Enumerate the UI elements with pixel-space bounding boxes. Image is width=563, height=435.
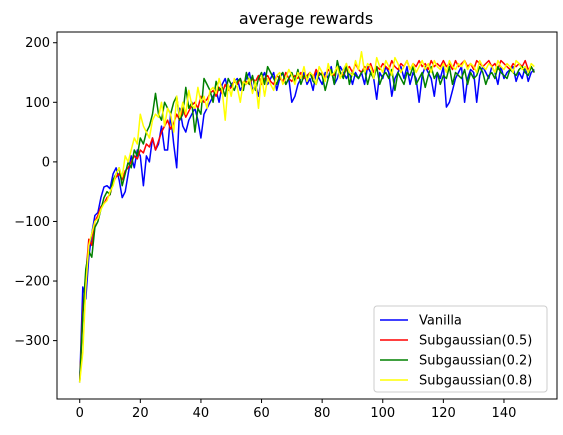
x-axis: 0 20 40 60 80 100 120 140 — [76, 399, 517, 421]
x-tick-label: 100 — [370, 406, 395, 421]
y-tick-label: −200 — [14, 275, 50, 290]
x-tick-label: 20 — [132, 406, 149, 421]
y-tick-label: 0 — [42, 155, 50, 170]
series-line-3 — [78, 50, 535, 383]
x-tick-label: 60 — [253, 406, 270, 421]
legend-label-3: Subgaussian(0.8) — [419, 374, 532, 389]
y-axis: −300 −200 −100 0 100 200 — [14, 36, 57, 349]
y-tick-label: −300 — [14, 334, 50, 349]
y-tick-label: 200 — [25, 36, 50, 51]
series-line-1 — [78, 59, 535, 383]
legend: Vanilla Subgaussian(0.5) Subgaussian(0.2) S… — [373, 305, 548, 393]
legend-label-2: Subgaussian(0.2) — [419, 354, 532, 369]
y-tick-label: 100 — [25, 96, 50, 111]
chart-title: average rewards — [239, 9, 373, 28]
legend-label-0: Vanilla — [419, 314, 462, 329]
x-tick-label: 40 — [193, 406, 210, 421]
x-tick-label: 80 — [314, 406, 331, 421]
x-tick-label: 120 — [431, 406, 456, 421]
x-tick-label: 0 — [76, 406, 84, 421]
plot-lines — [78, 50, 535, 383]
x-tick-label: 140 — [492, 406, 517, 421]
y-tick-label: −100 — [14, 215, 50, 230]
legend-label-1: Subgaussian(0.5) — [419, 334, 532, 349]
legend-box — [373, 305, 548, 393]
plot-frame — [56, 31, 558, 400]
